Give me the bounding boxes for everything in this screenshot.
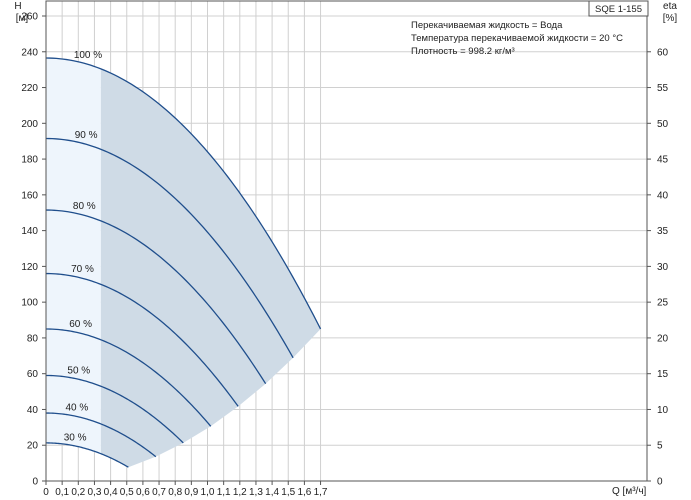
y-right-tick-label: 45 <box>657 155 669 166</box>
curve-60-percent <box>45 328 212 427</box>
curve-label: 80 % <box>73 201 96 212</box>
y-right-tick-label: 60 <box>657 47 669 58</box>
x-tick-label: 0,1 <box>55 487 69 498</box>
y-right-tick-label: 30 <box>657 262 669 273</box>
y-left-tick-label: 220 <box>21 83 38 94</box>
info-line-2: Температура перекачиваемой жидкости = 20… <box>411 33 623 44</box>
y-right-tick-label: 50 <box>657 119 669 130</box>
curve-label: 70 % <box>71 264 94 275</box>
y-right-tick-label: 25 <box>657 298 669 309</box>
curve-90-percent <box>45 137 294 359</box>
y-right-tick-label: 40 <box>657 190 669 201</box>
x-tick-label: 1,6 <box>297 487 311 498</box>
y-left-tick-label: 20 <box>27 441 39 452</box>
y-right-tick-label: 15 <box>657 369 669 380</box>
operating-area <box>46 58 321 468</box>
y-right-tick-label: 35 <box>657 226 669 237</box>
y-left-tick-label: 160 <box>21 190 38 201</box>
x-tick-label: 0,8 <box>168 487 182 498</box>
plot-frame <box>45 0 648 482</box>
x-tick-label: 0 <box>43 487 49 498</box>
x-tick-label: 0,4 <box>104 487 118 498</box>
curve-label: 50 % <box>67 365 90 376</box>
y-right-tick-label: 0 <box>657 477 663 488</box>
x-tick-label: 0,2 <box>71 487 85 498</box>
curve-label: 30 % <box>64 432 87 443</box>
y-left-tick-label: 240 <box>21 47 38 58</box>
curve-label: 40 % <box>66 403 89 414</box>
y-left-tick-label: 260 <box>21 12 38 23</box>
y-right-tick-label: 20 <box>657 333 669 344</box>
curve-label: 90 % <box>75 130 98 141</box>
axes: 0 0,1 0,2 0,3 0,4 0,5 0,6 0,7 0,8 0,9 1,0 1,1 1,2 1,3… <box>21 0 669 498</box>
x-tick-label: 1,3 <box>249 487 263 498</box>
y-right-unit: [%] <box>663 13 678 24</box>
curve-50-percent <box>45 374 184 444</box>
y-left-tick-label: 180 <box>21 155 38 166</box>
x-tick-label: 1,1 <box>217 487 231 498</box>
curve-label: 60 % <box>69 319 92 330</box>
y-left-tick-label: 100 <box>21 298 38 309</box>
y-left-unit: [м] <box>16 13 29 24</box>
info-line-1: Перекачиваемая жидкость = Вода <box>411 20 563 31</box>
recommended-operating-region <box>100 68 321 468</box>
x-tick-label: 0,9 <box>184 487 198 498</box>
y-left-label: H <box>14 1 21 12</box>
y-left-tick-label: 60 <box>27 369 39 380</box>
curve-40-percent <box>45 412 157 458</box>
y-right-tick-label: 10 <box>657 405 669 416</box>
y-left-tick-label: 40 <box>27 405 39 416</box>
curve-label: 100 % <box>74 50 102 61</box>
x-tick-label: 0,3 <box>87 487 101 498</box>
x-tick-label: 1,2 <box>233 487 247 498</box>
y-left-tick-label: 120 <box>21 262 38 273</box>
info-line-3: Плотность = 998.2 кг/м³ <box>411 46 515 57</box>
x-axis-label: Q [м³/ч] <box>612 486 647 497</box>
x-tick-label: 1,0 <box>201 487 215 498</box>
x-tick-label: 1,4 <box>265 487 279 498</box>
x-tick-label: 0,6 <box>136 487 150 498</box>
curve-30-percent <box>46 442 129 468</box>
curve-100-percent <box>45 57 322 330</box>
y-right-tick-label: 55 <box>657 83 669 94</box>
curve-70-percent <box>45 272 239 407</box>
x-tick-label: 0,7 <box>152 487 166 498</box>
y-right-label: eta <box>663 1 677 12</box>
curves: 100 % 90 % 80 % 70 % 60 % 50 % 40 % 30 % <box>45 50 322 468</box>
model-label: SQE 1-155 <box>595 4 642 15</box>
y-left-tick-label: 200 <box>21 119 38 130</box>
y-left-tick-label: 0 <box>32 477 38 488</box>
y-left-tick-label: 140 <box>21 226 38 237</box>
x-tick-label: 1,5 <box>281 487 295 498</box>
x-tick-label: 0,5 <box>120 487 134 498</box>
low-flow-region <box>46 58 101 454</box>
x-tick-label: 1,7 <box>314 487 328 498</box>
y-right-tick-label: 5 <box>657 441 663 452</box>
y-left-tick-label: 80 <box>27 333 39 344</box>
curve-80-percent <box>45 209 267 385</box>
model-box <box>588 0 649 17</box>
